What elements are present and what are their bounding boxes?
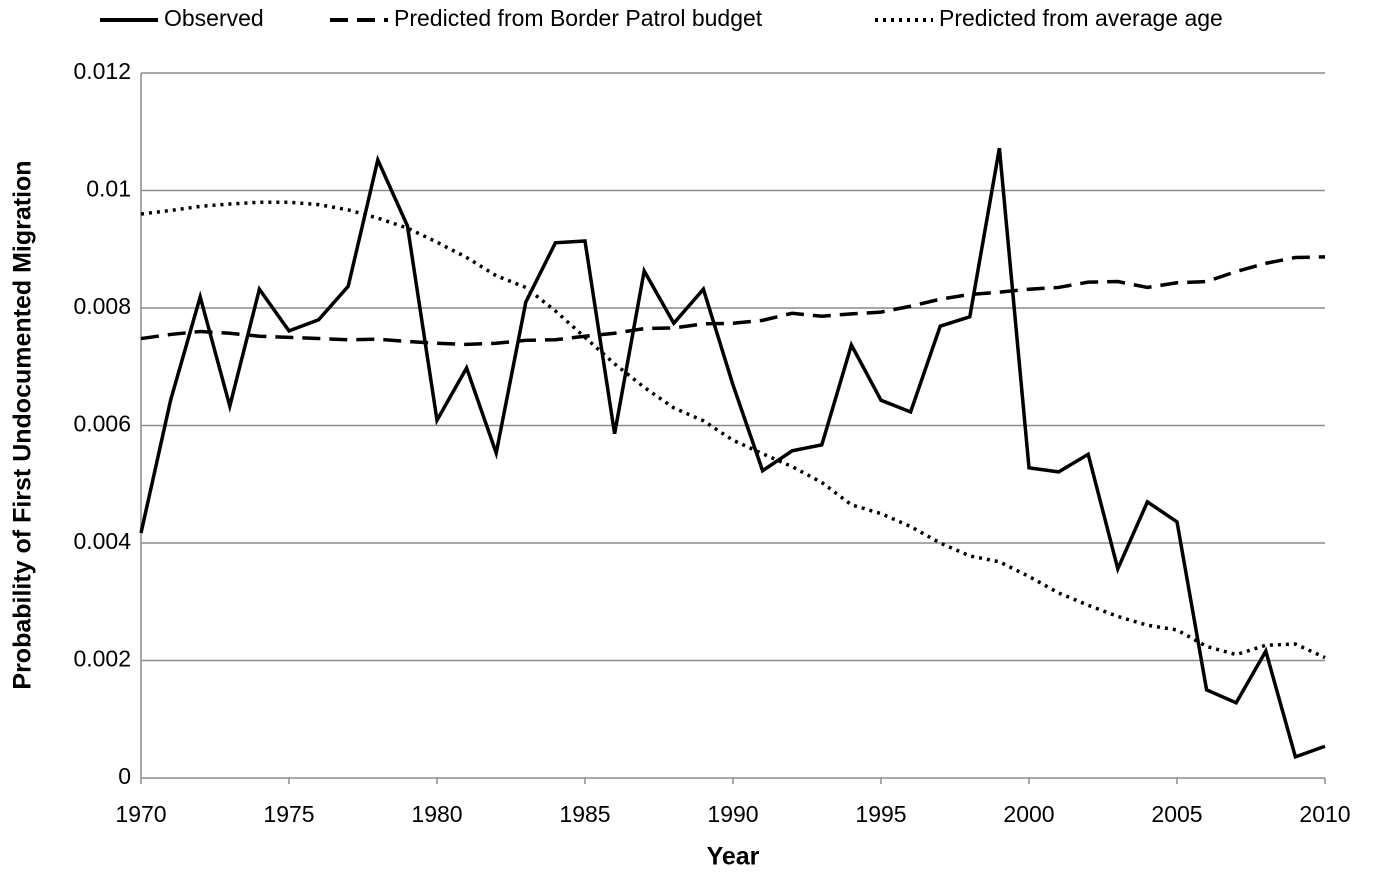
x-tick-label: 1975 <box>263 801 314 827</box>
x-tick-label: 1970 <box>115 801 166 827</box>
data-line <box>139 147 1326 760</box>
data-line <box>140 255 1326 347</box>
x-axis-label: Year <box>707 843 760 871</box>
y-axis-label: Probability of First Undocumented Migrat… <box>9 160 37 689</box>
y-tick-label: 0.01 <box>86 176 131 202</box>
x-tick-label: 1995 <box>855 801 906 827</box>
legend-label: Predicted from Border Patrol budget <box>394 5 763 31</box>
y-tick-label: 0.012 <box>73 58 131 84</box>
x-tick-label: 1985 <box>559 801 610 827</box>
y-tick-label: 0 <box>118 763 131 789</box>
y-tick-label: 0.004 <box>73 528 131 554</box>
y-tick-label: 0.002 <box>73 646 131 672</box>
y-tick-label: 0.008 <box>73 293 131 319</box>
legend-label: Observed <box>164 5 264 31</box>
x-tick-label: 1980 <box>411 801 462 827</box>
x-tick-label: 2010 <box>1299 801 1350 827</box>
x-tick-label: 1990 <box>707 801 758 827</box>
y-tick-label: 0.006 <box>73 411 131 437</box>
legend-label: Predicted from average age <box>939 5 1223 31</box>
x-tick-label: 2005 <box>1151 801 1202 827</box>
x-tick-label: 2000 <box>1003 801 1054 827</box>
data-line <box>140 200 1326 660</box>
